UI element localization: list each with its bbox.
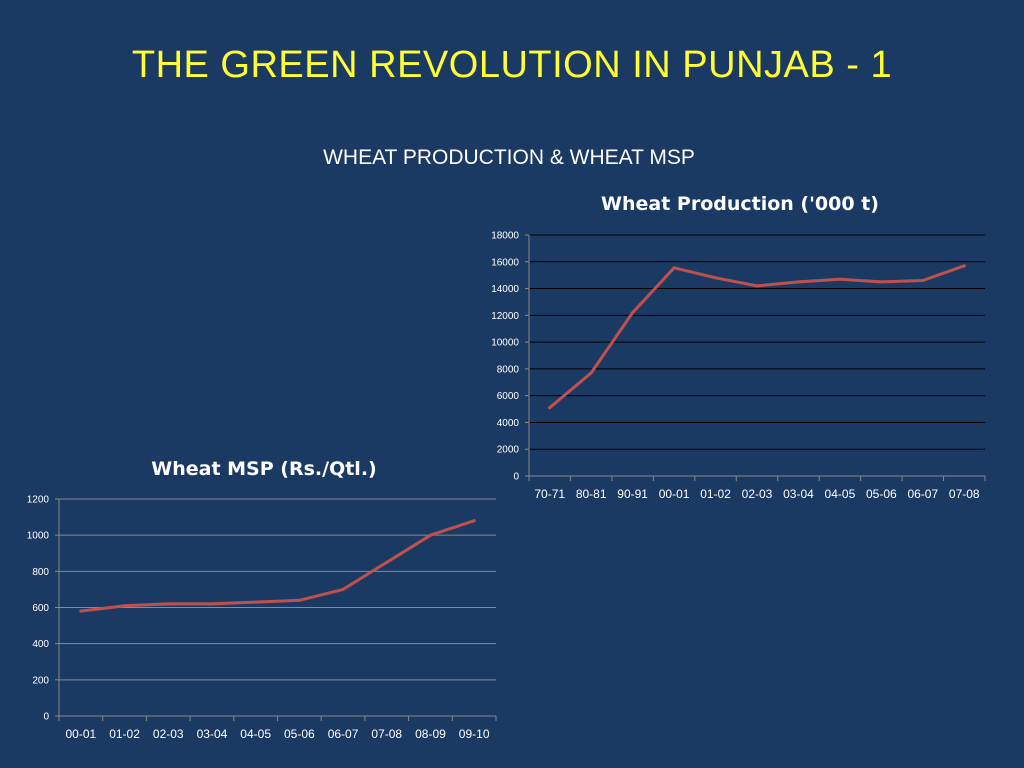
x-tick-label: 04-05: [240, 727, 271, 741]
data-point: [672, 266, 676, 270]
x-tick-label: 07-08: [371, 727, 402, 741]
y-tick-label: 10000: [491, 338, 519, 349]
data-point: [385, 560, 389, 564]
x-tick-label: 01-02: [700, 487, 731, 501]
x-tick-label: 00-01: [659, 487, 690, 501]
y-tick-label: 4000: [497, 418, 520, 429]
data-point: [548, 406, 552, 410]
slide-subtitle: WHEAT PRODUCTION & WHEAT MSP: [323, 146, 695, 169]
data-point: [79, 609, 83, 613]
chart-title: Wheat MSP (Rs./Qtl.): [151, 458, 376, 480]
data-point: [166, 602, 170, 606]
data-point: [428, 533, 432, 537]
y-tick-label: 18000: [491, 231, 519, 242]
data-point: [796, 280, 800, 284]
y-tick-label: 1000: [27, 531, 50, 542]
y-tick-label: 0: [513, 472, 519, 483]
data-point: [297, 598, 301, 602]
y-tick-label: 8000: [497, 364, 520, 375]
x-tick-label: 00-01: [65, 727, 96, 741]
data-point: [341, 587, 345, 591]
x-tick-label: 04-05: [825, 487, 856, 501]
x-tick-label: 02-03: [153, 727, 184, 741]
data-point: [589, 371, 593, 375]
data-point: [631, 311, 635, 315]
x-tick-label: 05-06: [284, 727, 315, 741]
data-point: [962, 264, 966, 268]
data-point: [254, 600, 258, 604]
series-line: [79, 519, 476, 613]
y-tick-label: 6000: [497, 391, 520, 402]
y-tick-label: 1200: [27, 495, 50, 506]
x-tick-label: 01-02: [109, 727, 140, 741]
y-tick-label: 400: [32, 639, 49, 650]
data-point: [921, 279, 925, 283]
data-point: [755, 284, 759, 288]
x-tick-label: 08-09: [415, 727, 446, 741]
x-tick-label: 03-04: [783, 487, 814, 501]
x-tick-label: 09-10: [459, 727, 490, 741]
y-tick-label: 2000: [497, 445, 520, 456]
x-tick-label: 06-07: [907, 487, 938, 501]
y-tick-label: 200: [32, 675, 49, 686]
data-point: [210, 602, 214, 606]
x-tick-label: 06-07: [328, 727, 359, 741]
x-tick-label: 05-06: [866, 487, 897, 501]
data-point: [123, 604, 127, 608]
y-tick-label: 12000: [491, 311, 519, 322]
x-tick-label: 07-08: [949, 487, 980, 501]
x-tick-label: 90-91: [617, 487, 648, 501]
data-point: [879, 280, 883, 284]
data-point: [714, 276, 718, 280]
x-tick-label: 70-71: [534, 487, 565, 501]
x-tick-label: 80-81: [576, 487, 607, 501]
data-point: [472, 519, 476, 523]
y-tick-label: 600: [32, 603, 49, 614]
chart-title: Wheat Production ('000 t): [601, 193, 879, 215]
y-tick-label: 800: [32, 567, 49, 578]
x-tick-label: 03-04: [197, 727, 228, 741]
y-tick-label: 16000: [491, 257, 519, 268]
data-point: [838, 277, 842, 281]
y-tick-label: 0: [43, 712, 49, 723]
y-tick-label: 14000: [491, 284, 519, 295]
x-tick-label: 02-03: [742, 487, 773, 501]
slide-title: THE GREEN REVOLUTION IN PUNJAB - 1: [131, 44, 893, 86]
